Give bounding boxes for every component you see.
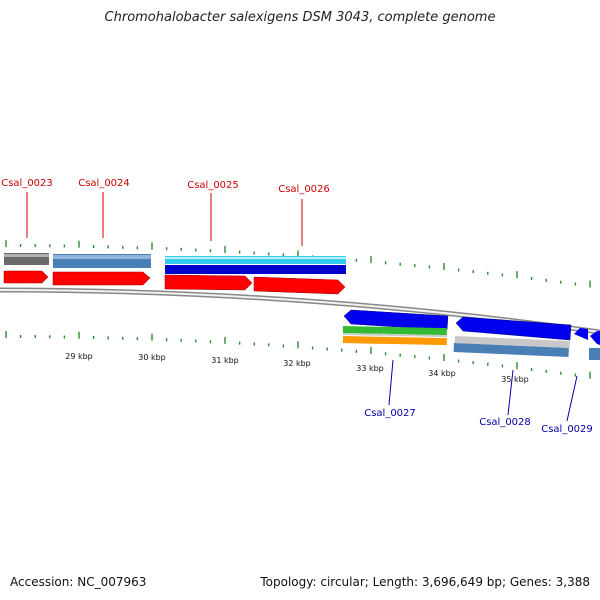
gene-label-csal0028[interactable]: Csal_0028 [479,417,531,428]
gene-feature-csal0027[interactable] [342,309,449,346]
gene-label-csal0027[interactable]: Csal_0027 [364,408,416,419]
cds-arrow-csal0029b [590,331,600,345]
gene-feature-csal0023[interactable] [3,253,49,284]
gene-feature-csal0026[interactable] [253,276,346,295]
gene-feature-csal0025[interactable] [164,256,346,291]
scale-label-32kbp: 32 kbp [283,359,311,368]
genome-title: Chromohalobacter salexigens DSM 3043, co… [104,10,496,25]
cds-arrow-csal0025 [164,274,253,291]
leader-csal0029 [566,375,578,422]
rna-bar-csal0027-green [342,326,447,336]
gene-feature-csal0028[interactable] [453,316,572,358]
gene-bar-csal0023-shine [4,254,49,257]
cds-arrow-csal0026 [253,276,346,295]
label-leaders [26,192,578,422]
scale-label-29kbp: 29 kbp [65,352,93,361]
gene-bar-csal0024-shine [53,255,151,259]
gene-label-csal0026[interactable]: Csal_0026 [278,184,330,195]
scale-label-30kbp: 30 kbp [138,353,166,362]
rna-bar-csal0025-cyan [165,256,346,264]
cds-arrow-csal0024 [52,271,151,286]
gene-feature-csal0029[interactable] [574,328,600,360]
gene-label-csal0023[interactable]: Csal_0023 [1,178,53,189]
tick-marks [5,240,591,379]
accession-text: Accession: NC_007963 [10,575,147,589]
cds-arrow-csal0029 [574,328,588,340]
cds-arrow-csal0027 [343,309,449,331]
gene-bar-csal0029 [589,348,600,360]
cds-arrow-csal0028 [455,316,572,341]
scale-label-34kbp: 34 kbp [428,369,456,378]
gene-label-csal0024[interactable]: Csal_0024 [78,178,130,189]
gene-feature-csal0024[interactable] [52,254,151,286]
rna-bar-csal0027-silver [342,333,447,338]
leader-csal0027 [388,359,394,406]
rna-bar-csal0025-cyan-shine [165,257,346,259]
gene-label-csal0025[interactable]: Csal_0025 [187,180,239,191]
leader-csal0028 [507,369,514,416]
gene-bar-csal0028-blue [453,342,569,358]
genome-summary-text: Topology: circular; Length: 3,696,649 bp… [260,575,590,589]
cds-arrow-csal0023 [3,270,49,284]
gene-bar-csal0028-silver [454,336,570,349]
scale-label-33kbp: 33 kbp [356,364,384,373]
gene-label-csal0029[interactable]: Csal_0029 [541,424,593,435]
scale-label-35kbp: 35 kbp [501,375,529,384]
rna-bar-csal0025-navy [165,265,346,274]
rna-bar-csal0027-orange [342,336,447,346]
scale-label-31kbp: 31 kbp [211,356,239,365]
